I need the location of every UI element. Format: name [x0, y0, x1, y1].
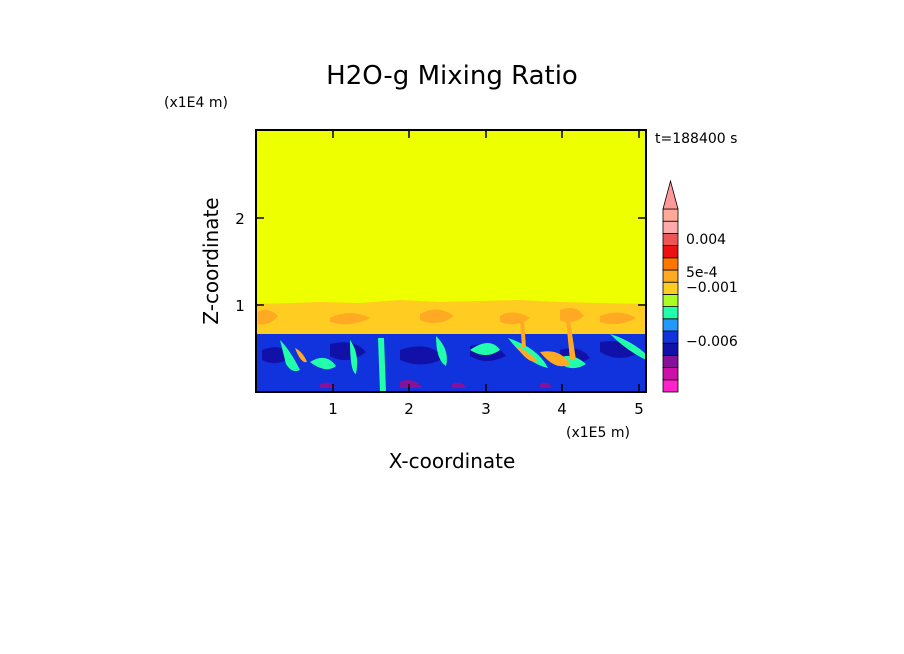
plot-area — [256, 130, 646, 392]
y-ticks — [256, 217, 646, 306]
colorbar-segment — [662, 318, 679, 332]
x-tick-label: 3 — [481, 400, 491, 418]
colorbar-label: 0.004 — [686, 232, 726, 248]
colorbar-segment — [662, 257, 679, 271]
lower-cyan-features — [280, 334, 646, 392]
colorbar-label: −0.006 — [686, 334, 738, 350]
colorbar-segment — [662, 354, 679, 368]
x-ticks — [332, 130, 640, 392]
colorbar-segment — [662, 245, 679, 259]
colorbar-segment — [662, 342, 679, 356]
x-tick-label: 2 — [404, 400, 414, 418]
colorbar-segment — [662, 232, 679, 246]
transition-patches — [258, 308, 636, 325]
colorbar-segment — [662, 306, 679, 320]
colorbar-label: 5e-4 — [686, 265, 718, 281]
y-scale-label: (x1E4 m) — [164, 95, 228, 111]
x-tick-label: 5 — [634, 400, 644, 418]
y-axis-label: Z-coordinate — [199, 197, 223, 324]
time-label: t=188400 s — [655, 131, 737, 147]
chart-title: H2O-g Mixing Ratio — [326, 61, 578, 91]
plot-frame — [255, 129, 647, 393]
colorbar-segment — [662, 367, 679, 381]
colorbar-segment — [662, 220, 679, 234]
y-tick-label: 2 — [235, 210, 245, 228]
colorbar-segment — [662, 379, 679, 393]
colorbar-label: −0.001 — [686, 280, 738, 296]
colorbar-segment — [662, 208, 679, 222]
colorbar — [662, 179, 679, 393]
colorbar-segment — [662, 293, 679, 307]
y-tick-label: 1 — [235, 297, 245, 315]
x-scale-label: (x1E5 m) — [566, 425, 630, 441]
x-axis-label: X-coordinate — [389, 449, 516, 473]
colorbar-segment — [662, 281, 679, 295]
colorbar-extend-arrow — [662, 179, 679, 210]
lower-dark-patches — [262, 341, 640, 365]
colorbar-segment — [662, 269, 679, 283]
colorbar-segment — [662, 330, 679, 344]
x-tick-label: 1 — [328, 400, 338, 418]
x-tick-label: 4 — [557, 400, 567, 418]
